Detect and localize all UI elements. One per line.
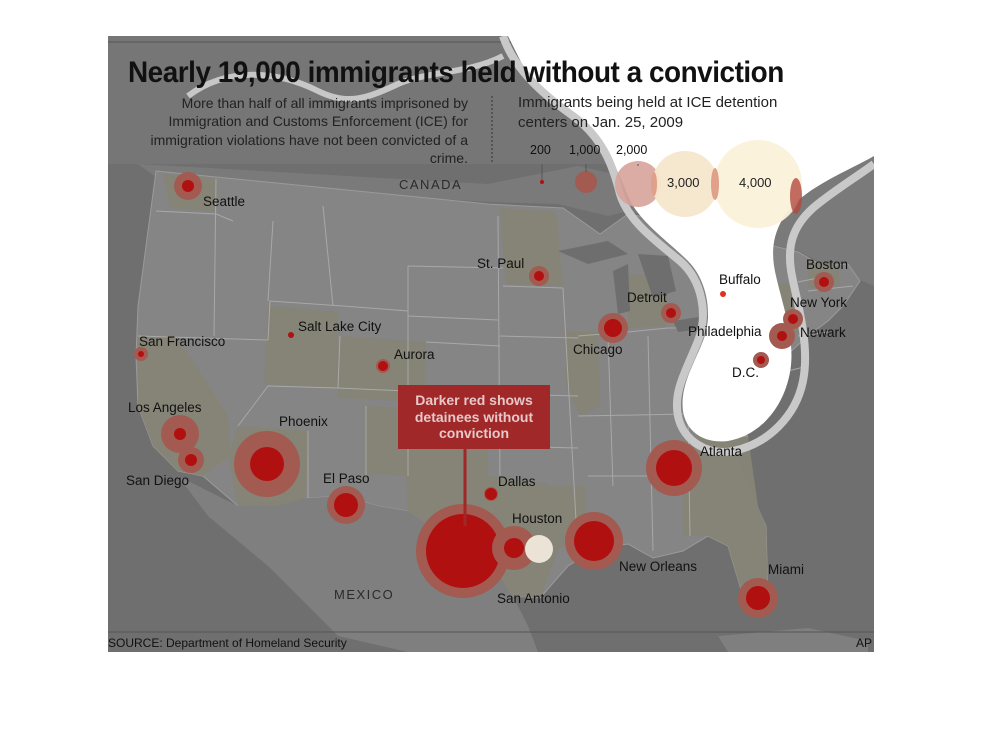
callout-line-3: conviction [438,425,509,442]
legend-title-line-2: centers on Jan. 25, 2009 [518,114,684,132]
bubble-miami-inner [746,586,770,610]
bubble-sf-inner [138,351,144,357]
city-label-newark: Newark [800,325,846,340]
bubble-dallas-inner [485,488,497,500]
legend-title: Immigrants being held at ICE detention c… [518,93,848,134]
bubble-phoenix-inner [250,447,284,481]
city-label-seattle: Seattle [203,194,246,209]
legend-bubble-200 [540,180,544,184]
page-title: Nearly 19,000 immigrants held without a … [128,56,784,89]
bubble-atlanta-inner [656,450,692,486]
bubble-stpaul-inner [534,271,544,281]
legend-bubble-1000 [575,171,597,193]
bubble-houston-highlight [525,535,553,563]
source-note: SOURCE: Department of Homeland Security [108,636,347,650]
city-label-aurora: Aurora [394,347,435,362]
city-label-salt-lake-city: Salt Lake City [298,319,382,334]
city-label-phoenix: Phoenix [279,414,328,429]
city-label-san-francisco: San Francisco [139,334,226,349]
bubble-sd-inner [185,454,197,466]
bubble-detroit-inner [666,308,676,318]
legend-label-2000: 2,000 [616,143,648,157]
bubble-sanantonio-inner [426,514,500,588]
country-label-mexico: MEXICO [334,587,395,602]
bubble-slc [288,332,294,338]
intro-text: More than half of all immigrants impriso… [150,95,468,167]
bubble-newark-inner [777,331,787,341]
city-bubbles [134,172,834,618]
city-label-detroit: Detroit [627,290,667,305]
legend-bubbles [540,140,802,228]
bubble-chicago-inner [604,319,622,337]
mexico-land [178,476,538,652]
credit-label: AP [855,636,872,650]
city-label-san-antonio: San Antonio [497,591,570,606]
map-graphic [108,36,874,652]
gloss-wave [186,53,505,103]
city-label-philadelphia: Philadelphia [688,324,762,339]
city-label-new-orleans: New Orleans [619,559,698,574]
city-label-atlanta: Atlanta [700,444,743,459]
city-label-dc: D.C. [732,365,759,380]
gloss-outline [499,36,874,456]
callout-line-1: Darker red shows [415,392,533,409]
city-label-boston: Boston [806,257,849,272]
legend-label-3000: 3,000 [667,175,700,190]
city-label-miami: Miami [768,562,804,577]
legend-label-4000: 4,000 [739,175,772,190]
bubble-dc-inner [757,356,765,364]
legend-bubble-2000 [615,161,661,207]
city-label-chicago: Chicago [573,342,623,357]
city-label-buffalo: Buffalo [719,272,761,287]
bubble-seattle-inner [182,180,194,192]
city-label-san-diego: San Diego [126,473,190,488]
bubble-newyork-inner [788,314,798,324]
infographic-panel: Nearly 19,000 immigrants held without a … [108,36,874,652]
city-label-los-angeles: Los Angeles [128,400,202,415]
caribbean-land [718,628,868,652]
legend-title-line-1: Immigrants being held at ICE detention [518,94,778,111]
bubble-buffalo [720,291,726,297]
city-label-st-paul: St. Paul [477,256,525,271]
callout-box: Darker red shows detainees without convi… [398,385,550,449]
city-label-new-york: New York [790,295,848,310]
bubble-boston-inner [819,277,829,287]
country-label-canada: CANADA [399,177,463,192]
bubble-neworleans-inner [574,521,614,561]
bubble-la-inner [174,428,186,440]
city-label-dallas: Dallas [498,474,536,489]
city-label-el-paso: El Paso [323,471,370,486]
legend-label-200: 200 [530,143,551,157]
legend-bubble-3000 [652,151,718,217]
bubble-houston-inner [504,538,524,558]
legend-label-1000: 1,000 [569,143,601,157]
legend-bubble-4000 [714,140,802,228]
bubble-elpaso-inner [334,493,358,517]
city-label-houston: Houston [512,511,563,526]
callout-line-2: detainees without [414,408,534,425]
bubble-aurora-inner [378,361,388,371]
